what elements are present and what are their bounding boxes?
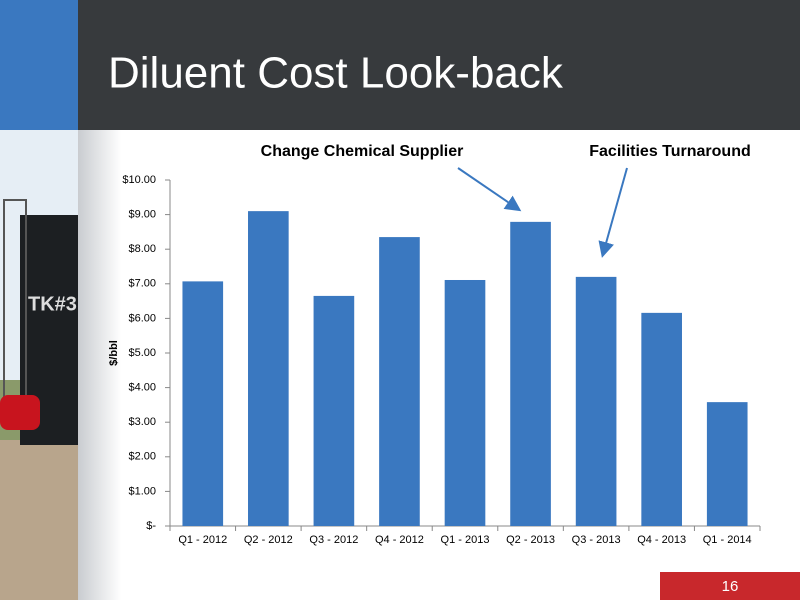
page-number-box	[660, 572, 800, 600]
svg-text:TK#3: TK#3	[28, 293, 77, 315]
annotation: Facilities Turnaround	[589, 143, 751, 160]
x-tick-label: Q3 - 2013	[572, 534, 621, 546]
y-tick-label: $2.00	[128, 451, 156, 463]
y-tick-label: $4.00	[128, 382, 156, 394]
x-tick-label: Q1 - 2014	[703, 534, 752, 546]
x-tick-label: Q1 - 2012	[178, 534, 227, 546]
y-tick-label: $6.00	[128, 312, 156, 324]
y-tick-label: $3.00	[128, 416, 156, 428]
bar	[182, 281, 224, 526]
annotation-arrow	[598, 167, 628, 258]
x-tick-label: Q4 - 2012	[375, 534, 424, 546]
y-tick-label: $8.00	[128, 243, 156, 255]
page-number: 16	[722, 578, 739, 595]
bar	[379, 237, 420, 526]
x-tick-label: Q2 - 2012	[244, 534, 293, 546]
x-tick-label: Q3 - 2012	[309, 534, 358, 546]
bar	[313, 295, 355, 526]
y-tick-label: $-	[146, 520, 156, 532]
photo: TK#3	[0, 130, 80, 600]
y-tick-label: $9.00	[128, 209, 156, 221]
bar	[248, 211, 289, 526]
x-tick-label: Q4 - 2013	[637, 534, 686, 546]
bar	[641, 312, 682, 526]
y-tick-label: $7.00	[128, 278, 156, 290]
header-accent	[0, 0, 78, 130]
header	[0, 0, 800, 130]
y-tick-label: $1.00	[128, 485, 156, 497]
bar	[575, 276, 617, 526]
annotation: Change Chemical Supplier	[261, 143, 464, 160]
y-axis-label: $/bbl	[108, 340, 120, 366]
bar	[444, 279, 486, 526]
x-tick-label: Q2 - 2013	[506, 534, 555, 546]
bar	[706, 402, 748, 526]
slide-title: Diluent Cost Look-back	[108, 49, 564, 98]
annotation-arrow	[457, 167, 522, 212]
y-tick-label: $5.00	[128, 347, 156, 359]
y-tick-label: $10.00	[122, 174, 156, 186]
bar	[510, 221, 551, 526]
x-tick-label: Q1 - 2013	[441, 534, 490, 546]
